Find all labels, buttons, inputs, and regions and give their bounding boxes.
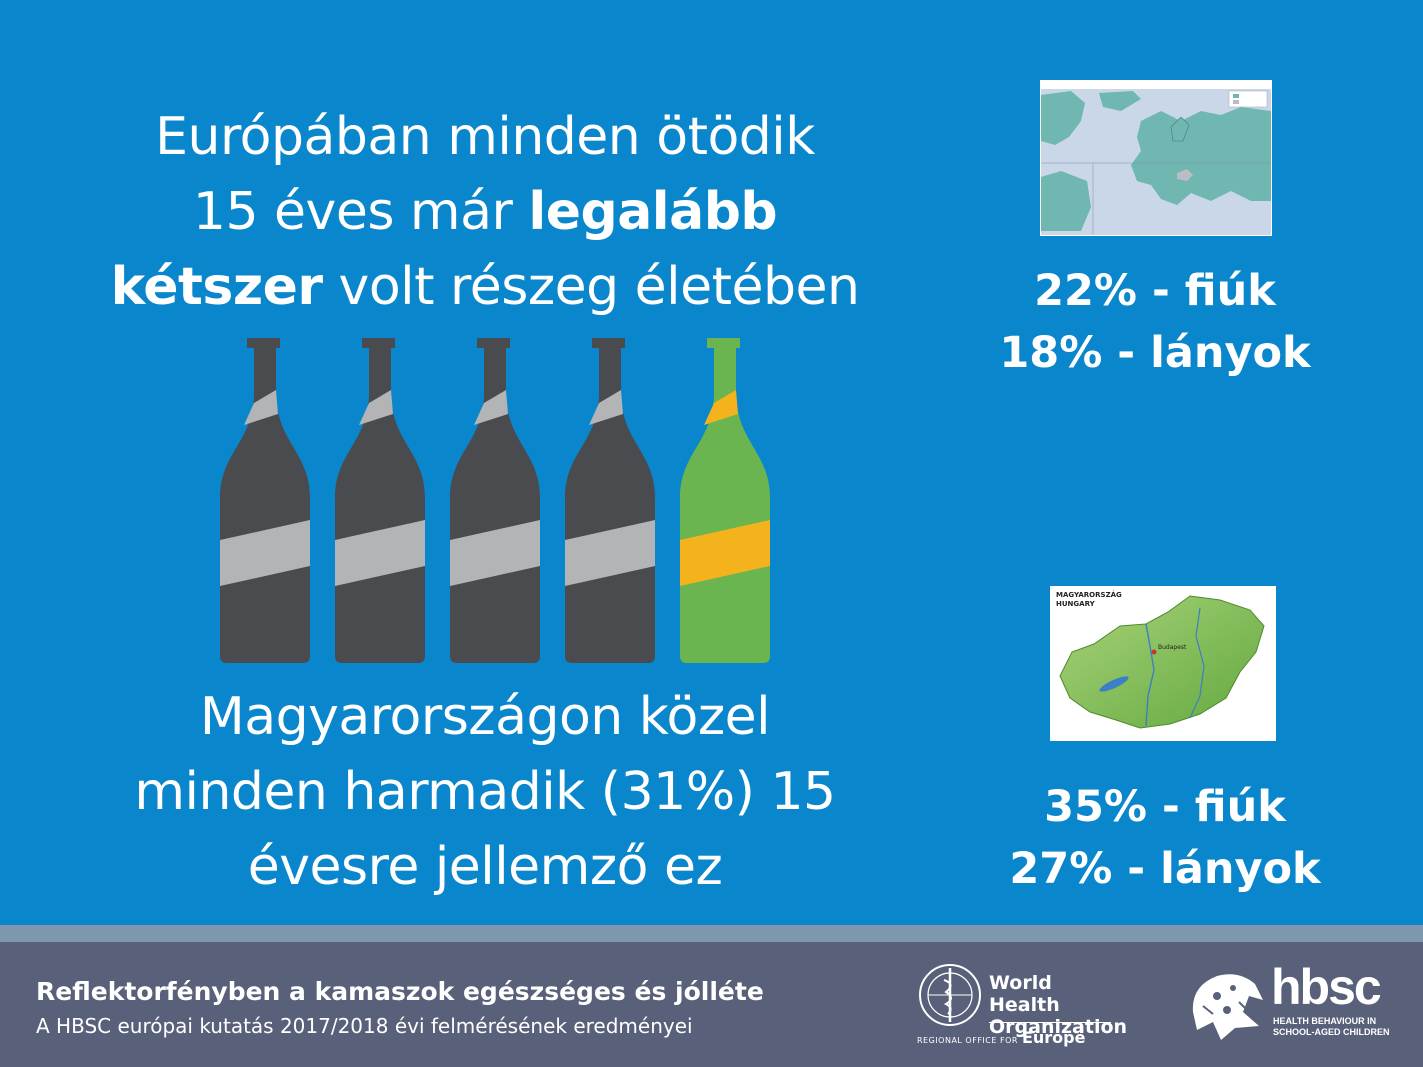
- hungary-map-capital: Budapest: [1158, 644, 1187, 651]
- footer-divider: [0, 925, 1423, 942]
- subheadline-line-2: minden harmadik (31%) 15: [134, 762, 836, 822]
- bottle-4-icon: [565, 338, 655, 663]
- europe-girls-stat: 18% - lányok: [999, 328, 1311, 378]
- who-office-label: REGIONAL OFFICE FOR: [917, 1036, 1018, 1045]
- hungary-boys-stat: 35% - fiúk: [1044, 782, 1286, 832]
- headline-bold-text: legalább: [528, 182, 778, 242]
- headline-text-3: volt részeg életében: [322, 257, 860, 317]
- who-office: REGIONAL OFFICE FOR Europe: [917, 1028, 1085, 1047]
- hbsc-wordmark: hbsc: [1271, 959, 1382, 1015]
- hungary-girls-stat: 27% - lányok: [1009, 844, 1321, 894]
- who-name-line-2: Organization: [989, 1016, 1128, 1038]
- bottles-illustration: [220, 338, 770, 663]
- headline: Európában minden ötödik 15 éves már lega…: [60, 100, 910, 325]
- who-name-line-1: World Health: [989, 972, 1060, 1016]
- europe-map-image: [1040, 80, 1272, 236]
- hungary-map-image: MAGYARORSZÁG HUNGARY Budapest: [1050, 586, 1276, 741]
- headline-text: 15 éves már: [192, 182, 529, 242]
- europe-boys-stat: 22% - fiúk: [1034, 266, 1276, 316]
- hungary-map-title: MAGYARORSZÁG: [1056, 591, 1122, 599]
- footer-subtitle: A HBSC európai kutatás 2017/2018 évi fel…: [36, 1014, 693, 1038]
- hungary-stats: 35% - fiúk 27% - lányok: [960, 776, 1370, 900]
- bottle-green-icon: [680, 338, 770, 663]
- hbsc-tagline: HEALTH BEHAVIOUR IN SCHOOL-AGED CHILDREN: [1273, 1016, 1390, 1038]
- subheadline-line-3: évesre jellemző ez: [247, 837, 723, 897]
- headline-line-1: Európában minden ötödik: [155, 107, 815, 167]
- who-region: Europe: [1021, 1028, 1086, 1047]
- hungary-map-subtitle: HUNGARY: [1056, 600, 1095, 608]
- hbsc-logo: hbsc HEALTH BEHAVIOUR IN SCHOOL-AGED CHI…: [1183, 959, 1398, 1044]
- subheadline-line-1: Magyarországon közel: [199, 687, 771, 747]
- bottle-3-icon: [450, 338, 540, 663]
- footer: Reflektorfényben a kamaszok egészséges é…: [0, 942, 1423, 1067]
- hbsc-tagline-line-2: SCHOOL-AGED CHILDREN: [1273, 1027, 1390, 1037]
- who-logo: World Health Organization REGIONAL OFFIC…: [915, 962, 1127, 1047]
- europe-stats: 22% - fiúk 18% - lányok: [960, 260, 1350, 384]
- who-emblem-icon: [919, 964, 981, 1026]
- who-name: World Health Organization: [989, 972, 1127, 1038]
- hbsc-emblem-icon: [1192, 974, 1263, 1040]
- subheadline: Magyarországon közel minden harmadik (31…: [60, 680, 910, 905]
- bottle-2-icon: [335, 338, 425, 663]
- footer-title: Reflektorfényben a kamaszok egészséges é…: [36, 977, 764, 1006]
- headline-bold-text-2: kétszer: [110, 257, 323, 317]
- hbsc-tagline-line-1: HEALTH BEHAVIOUR IN: [1273, 1016, 1377, 1026]
- bottle-1-icon: [220, 338, 310, 663]
- who-divider: [989, 1022, 1111, 1023]
